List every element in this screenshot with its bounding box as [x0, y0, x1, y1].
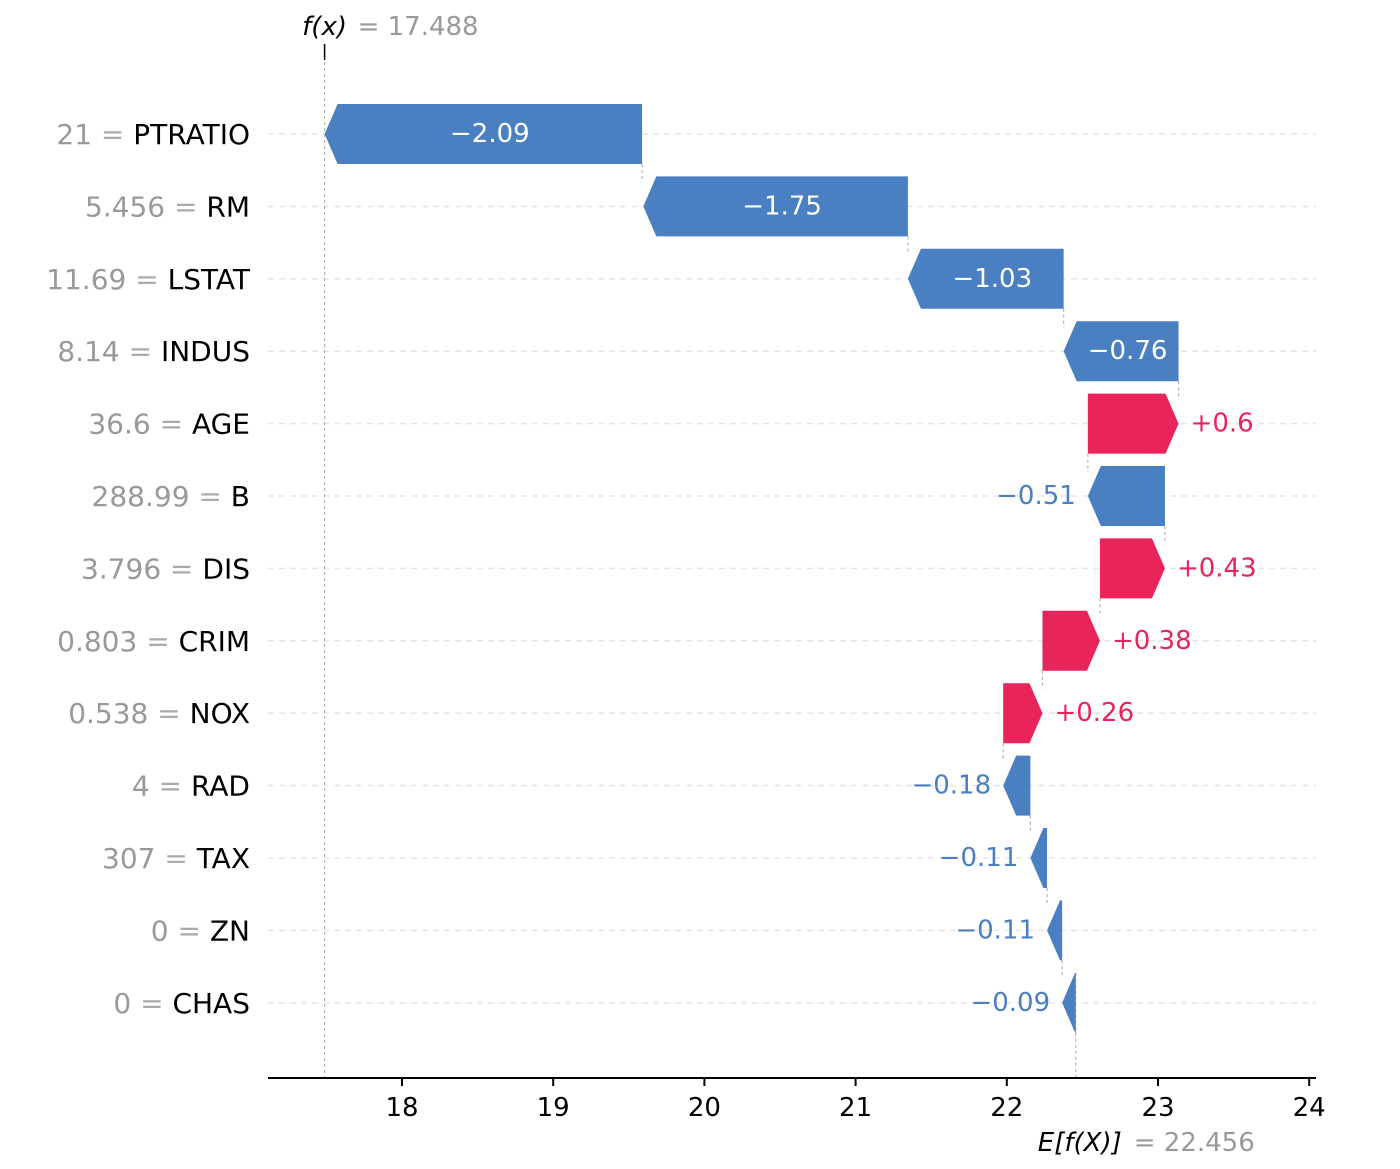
feature-equals: = — [190, 480, 231, 513]
feature-equals: = — [165, 190, 206, 223]
guide-layer — [323, 44, 1180, 1078]
x-tick-label: 22 — [990, 1093, 1023, 1123]
shap-value-label: −1.03 — [952, 264, 1032, 294]
bar-indus — [1063, 321, 1179, 382]
x-tick-label: 23 — [1141, 1093, 1174, 1123]
feature-value: 4 — [132, 769, 150, 802]
bar-ptratio — [324, 104, 643, 164]
feature-value: 0 — [151, 914, 169, 947]
feature-equals: = — [161, 552, 202, 585]
feature-name: LSTAT — [168, 262, 251, 295]
feature-label-age: 36.6 = AGE — [88, 407, 250, 440]
feature-equals: = — [120, 335, 161, 368]
header-layer: f(x) = 17.488 E[f(X)] = 22.456 — [302, 12, 1255, 1158]
feature-name: CHAS — [172, 986, 250, 1019]
feature-equals: = — [169, 914, 210, 947]
feature-value: 307 — [102, 842, 155, 875]
feature-label-ptratio: 21 = PTRATIO — [56, 118, 250, 151]
efx-value: = 22.456 — [1134, 1128, 1255, 1158]
shap-value-label: −2.09 — [450, 119, 530, 149]
feature-label-indus: 8.14 = INDUS — [57, 335, 250, 368]
shap-value-label: −0.09 — [970, 988, 1050, 1018]
feature-label-zn: 0 = ZN — [151, 914, 250, 947]
feature-equals: = — [151, 407, 192, 440]
feature-label-nox: 0.538 = NOX — [68, 697, 250, 730]
feature-label-crim: 0.803 = CRIM — [57, 624, 250, 657]
feature-value: 36.6 — [88, 407, 150, 440]
shap-value-label: +0.38 — [1112, 626, 1192, 656]
feature-label-lstat: 11.69 = LSTAT — [46, 262, 251, 295]
feature-name: NOX — [190, 697, 250, 730]
feature-label-tax: 307 = TAX — [102, 842, 250, 875]
feature-label-b: 288.99 = B — [92, 480, 250, 513]
feature-name: CRIM — [179, 624, 250, 657]
shap-value-label: +0.26 — [1054, 698, 1134, 728]
shap-value-label: −1.75 — [742, 191, 822, 221]
shap-value-label: −0.51 — [996, 481, 1076, 511]
feature-name: AGE — [192, 407, 250, 440]
x-tick-label: 20 — [688, 1093, 721, 1123]
feature-equals: = — [126, 262, 167, 295]
shap-value-label: −0.18 — [911, 771, 991, 801]
feature-value: 0.538 — [68, 697, 148, 730]
feature-equals: = — [148, 697, 189, 730]
feature-value: 11.69 — [46, 262, 126, 295]
bar-zn — [1047, 900, 1063, 961]
feature-name: RAD — [191, 769, 250, 802]
feature-equals: = — [150, 769, 191, 802]
bar-rad — [1003, 755, 1031, 816]
feature-label-layer: 21 = PTRATIO 5.456 = RM 11.69 = LSTAT 8.14 … — [46, 118, 251, 1020]
fx-label: f(x) — [302, 12, 347, 42]
x-tick-label: 24 — [1293, 1093, 1326, 1123]
feature-equals: = — [92, 118, 133, 151]
feature-value: 8.14 — [57, 335, 119, 368]
shap-value-label: −0.76 — [1088, 336, 1168, 366]
shap-value-label: −0.11 — [955, 915, 1035, 945]
bar-age — [1087, 393, 1179, 454]
feature-value: 3.796 — [81, 552, 161, 585]
shap-value-label: +0.6 — [1191, 409, 1254, 439]
x-tick-label: 18 — [385, 1093, 418, 1123]
feature-name: DIS — [202, 552, 250, 585]
feature-label-chas: 0 = CHAS — [113, 986, 250, 1019]
bar-dis — [1099, 538, 1165, 599]
fx-value: = 17.488 — [358, 12, 479, 42]
feature-value: 5.456 — [85, 190, 165, 223]
feature-equals: = — [131, 986, 172, 1019]
bar-lstat — [907, 248, 1064, 309]
feature-label-rad: 4 = RAD — [132, 769, 250, 802]
bar-crim — [1042, 610, 1100, 671]
feature-equals: = — [155, 842, 196, 875]
feature-value: 21 — [56, 118, 92, 151]
bar-rm — [643, 176, 908, 237]
feature-name: RM — [206, 190, 250, 223]
feature-name: B — [231, 480, 250, 513]
feature-equals: = — [137, 624, 178, 657]
feature-label-rm: 5.456 = RM — [85, 190, 250, 223]
feature-label-dis: 3.796 = DIS — [81, 552, 250, 585]
feature-value: 0.803 — [57, 624, 137, 657]
feature-value: 288.99 — [92, 480, 190, 513]
shap-value-label: −0.11 — [939, 843, 1019, 873]
feature-name: ZN — [210, 914, 250, 947]
bar-chas — [1062, 972, 1076, 1033]
efx-label: E[f(X)] — [1038, 1128, 1122, 1158]
feature-value: 0 — [113, 986, 131, 1019]
x-tick-label: 21 — [839, 1093, 872, 1123]
x-tick-label: 19 — [537, 1093, 570, 1123]
bar-layer: −2.09 −1.75 −1.03 −0.76 +0.6 −0.51 +0.43 +0.38 +… — [324, 104, 1257, 1033]
x-axis: 18 19 20 21 22 23 24 — [268, 1077, 1326, 1123]
bar-nox — [1003, 683, 1043, 744]
shap-value-label: +0.43 — [1177, 553, 1257, 583]
bar-tax — [1030, 828, 1048, 888]
feature-name: TAX — [196, 842, 250, 875]
feature-name: INDUS — [161, 335, 250, 368]
bar-b — [1087, 466, 1165, 526]
feature-name: PTRATIO — [133, 118, 250, 151]
